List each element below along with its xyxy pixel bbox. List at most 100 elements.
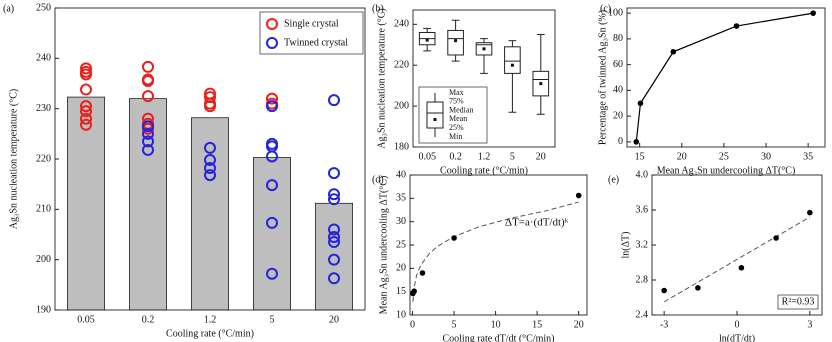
x-tick-label: 20 [536, 151, 546, 162]
y-tick-label: 200 [36, 254, 51, 265]
data-point [142, 90, 154, 103]
x-tick-label: 0.2 [142, 314, 155, 325]
data-point [142, 60, 154, 73]
y-tick-label: 190 [36, 304, 51, 315]
x-tick-label: -3 [660, 319, 668, 330]
y-tick-label: 40 [396, 169, 406, 180]
y-tick-label: 220 [36, 153, 51, 164]
data-point [80, 62, 92, 75]
y-tick-label: 240 [394, 19, 409, 30]
y-tick-label: 2.4 [636, 309, 649, 320]
fit-line [412, 201, 579, 302]
y-axis-label: Ag₃Sn nucleation temperature (°C) [376, 8, 387, 149]
x-tick-label: 1.2 [204, 314, 217, 325]
legend-label: Twinned crystal [284, 37, 348, 48]
box [504, 46, 521, 74]
data-point [266, 267, 278, 280]
data-point [451, 235, 457, 241]
data-point [670, 48, 677, 55]
annotation: ΔT=a·(dT/dt)ᵏ [505, 217, 569, 229]
y-tick-label: 0 [618, 136, 623, 147]
data-point [575, 192, 582, 199]
y-tick-label: 20 [396, 263, 406, 274]
x-tick-label: 20 [329, 314, 339, 325]
x-tick-label: 3 [807, 319, 812, 330]
x-tick-label: 5 [452, 319, 457, 330]
annotation-box [777, 294, 819, 310]
panel-label: (e) [608, 174, 619, 185]
mean [454, 39, 458, 43]
y-tick-label: 35 [396, 193, 406, 204]
data-point [328, 272, 340, 285]
y-tick-label: 250 [36, 2, 51, 13]
y-tick-label: 100 [608, 7, 623, 18]
x-tick-label: 0 [735, 319, 740, 330]
data-point [266, 150, 278, 163]
data-point [80, 68, 92, 81]
data-point [328, 94, 340, 107]
data-point [695, 285, 701, 291]
data-point [142, 74, 154, 87]
y-tick-label: 2.8 [636, 274, 649, 285]
data-point [411, 288, 417, 295]
x-axis-label: Cooling rate (°C/min) [166, 328, 254, 339]
plot-frame [412, 9, 556, 148]
data-point [738, 264, 745, 271]
y-axis-label: Mean Ag₃Sn undercooling ΔT(°C) [378, 176, 389, 315]
data-point [142, 127, 154, 140]
data-point [810, 10, 817, 16]
legend-label: Mean [449, 114, 467, 123]
y-tick-label: 20 [613, 110, 623, 121]
mean [482, 47, 486, 51]
bar [314, 202, 353, 311]
y-tick-label: 25 [396, 239, 406, 250]
y-axis-label: Ag₃Sn nucleation temperature (°C) [8, 89, 19, 230]
x-tick-label: 35 [803, 151, 813, 162]
data-point [773, 235, 779, 241]
legend-marker [266, 18, 278, 30]
y-tick-label: 240 [36, 53, 51, 64]
panel-label: (a) [3, 3, 14, 14]
data-point [266, 100, 278, 113]
legend-label: Median [449, 105, 473, 114]
mean [539, 82, 543, 86]
bar [252, 157, 291, 311]
box [447, 29, 464, 56]
data-point [266, 216, 278, 229]
plot-frame [409, 174, 588, 316]
data-point [328, 167, 340, 180]
x-axis-label: Cooling rate dT/dt (°C/min) [442, 333, 554, 342]
data-point [266, 92, 278, 105]
data-point [661, 287, 667, 294]
data-point [80, 83, 92, 96]
x-tick-label: 10 [491, 319, 501, 330]
legend-label: Max [449, 88, 464, 97]
data-point [328, 236, 340, 249]
data-point [204, 162, 216, 175]
data-point [204, 169, 216, 182]
data-point [142, 120, 154, 133]
annotation: R²=0.93 [782, 296, 815, 307]
panel-label: (d) [372, 174, 384, 185]
x-tick-label: 15 [532, 319, 542, 330]
y-tick-label: 180 [394, 141, 409, 152]
x-tick-label: 20 [677, 151, 687, 162]
panel-label: (c) [600, 3, 611, 14]
data-point [328, 223, 340, 236]
x-tick-label: 0.2 [449, 151, 462, 162]
data-point [80, 105, 92, 118]
x-axis-label: Mean Ag₃Sn undercooling ΔT(°C) [657, 165, 796, 176]
legend-label: Single crystal [284, 18, 339, 29]
x-tick-label: 5 [510, 151, 515, 162]
y-axis-label: Percentage of twinned Ag₃Sn (%) [597, 10, 608, 145]
x-axis-label: ln(dT/dt) [719, 333, 755, 342]
data-point [142, 143, 154, 156]
data-point [80, 118, 92, 131]
data-point [328, 193, 340, 206]
mean [510, 63, 514, 67]
x-tick-label: 0.05 [77, 314, 95, 325]
legend-box-sample [426, 101, 444, 129]
x-tick-label: 15 [635, 151, 645, 162]
data-point [637, 100, 644, 107]
